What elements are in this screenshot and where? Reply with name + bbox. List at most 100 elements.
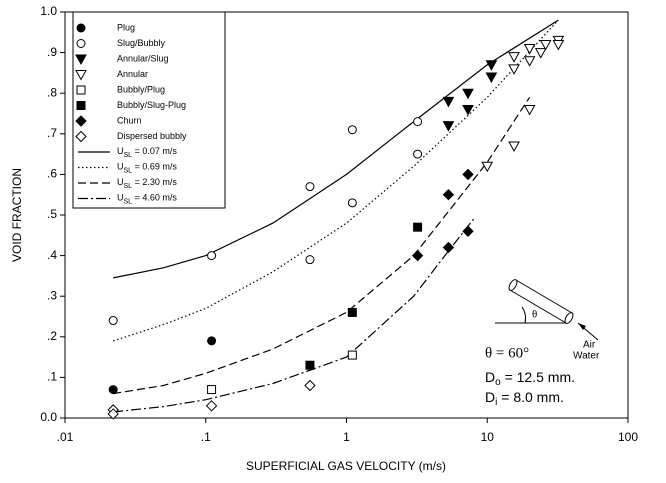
air-label: Air [583, 340, 596, 351]
legend-label-sub: SL [124, 152, 133, 159]
legend-label: Churn [117, 115, 142, 125]
d-symbol: D [485, 389, 495, 405]
fit-line [113, 19, 559, 342]
y-tick-label: .4 [47, 248, 57, 262]
marker [508, 52, 520, 63]
inner-diameter: Di = 8.0 mm. [485, 389, 564, 408]
water-label: Water [573, 351, 600, 362]
pipe-end [508, 279, 518, 291]
marker [462, 104, 474, 116]
marker [413, 222, 423, 232]
y-tick-label: .2 [47, 329, 57, 343]
x-axis-title: SUPERFICIAL GAS VELOCITY (m/s) [246, 459, 446, 473]
marker [304, 379, 316, 392]
legend-label: Bubbly/Slug-Plug [117, 100, 186, 110]
marker [508, 64, 520, 75]
marker [347, 307, 357, 317]
marker [411, 249, 424, 262]
legend-label-main: U [117, 162, 124, 172]
y-axis-title: VOID FRACTION [10, 168, 24, 262]
legend-label: USL = 2.30 m/s [117, 177, 177, 189]
y-tick-label: .5 [47, 207, 57, 221]
marker [442, 188, 455, 201]
legend-label: Dispersed bubbly [117, 131, 187, 141]
marker [347, 198, 357, 208]
marker [347, 125, 357, 135]
marker [413, 149, 423, 159]
marker [76, 23, 86, 33]
angle-label: θ = 60° [485, 345, 529, 361]
marker [485, 60, 498, 71]
y-tick-label: 0.0 [40, 410, 57, 424]
fit-line [113, 96, 531, 395]
x-tick-label: .01 [57, 430, 74, 444]
legend-label: Annular [117, 69, 148, 79]
fit-line [113, 19, 559, 279]
marker [485, 72, 498, 83]
legend-label: USL = 0.69 m/s [117, 162, 177, 174]
marker [347, 350, 357, 360]
marker [462, 168, 474, 181]
marker [508, 141, 520, 153]
legend-label-rest: = 2.30 m/s [132, 177, 177, 187]
marker [75, 115, 87, 127]
legend-label: USL = 4.60 m/s [117, 193, 177, 205]
marker [107, 408, 119, 420]
marker [207, 336, 217, 346]
x-tick-label: 10 [481, 430, 495, 444]
marker [207, 385, 217, 395]
marker [523, 44, 536, 55]
marker [523, 56, 536, 67]
marker [205, 400, 218, 412]
y-tick-label: .9 [47, 45, 57, 59]
y-tick-label: .8 [47, 85, 57, 99]
marker [442, 96, 455, 108]
marker [75, 130, 87, 143]
marker [108, 316, 118, 326]
y-tick-label: 1.0 [40, 4, 57, 18]
theta-label: θ [532, 309, 537, 321]
marker [305, 255, 315, 265]
marker [442, 121, 455, 132]
d-value: = 12.5 mm. [501, 369, 575, 385]
legend-label-main: U [117, 193, 124, 203]
marker [539, 39, 552, 51]
legend-label-sub: SL [124, 167, 133, 174]
angle-arc [521, 306, 527, 324]
marker [76, 101, 86, 110]
marker [462, 225, 474, 237]
marker [75, 54, 87, 66]
marker [462, 88, 474, 100]
legend-label: Bubbly/Plug [117, 84, 165, 94]
d-sub: o [495, 377, 501, 388]
d-sub: i [495, 397, 497, 408]
d-symbol: D [485, 369, 495, 385]
legend-box [72, 11, 226, 209]
legend-label-rest: = 4.60 m/s [132, 193, 177, 203]
marker [207, 251, 217, 261]
legend-label-main: U [117, 146, 124, 156]
y-tick-label: .7 [47, 126, 57, 140]
marker [76, 39, 86, 48]
y-tick-label: .3 [47, 288, 57, 302]
legend-label: Slug/Bubbly [117, 38, 166, 48]
x-tick-label: 100 [618, 430, 638, 444]
legend-label-sub: SL [124, 198, 133, 205]
marker [481, 161, 494, 173]
legend-label-main: U [117, 177, 124, 187]
legend-label: USL = 0.07 m/s [117, 146, 177, 158]
marker [442, 241, 455, 254]
y-tick-label: .6 [47, 167, 57, 181]
legend-label-rest: = 0.69 m/s [132, 162, 177, 172]
marker [305, 182, 315, 192]
x-tick-label: 1 [343, 430, 350, 444]
legend-label: Annular/Slug [117, 53, 169, 63]
legend-label-rest: = 0.07 m/s [132, 146, 177, 156]
arrow-head [578, 323, 586, 330]
marker [534, 48, 547, 59]
legend-label-sub: SL [124, 183, 133, 190]
marker [75, 70, 87, 81]
marker [305, 360, 315, 370]
marker [413, 117, 423, 127]
